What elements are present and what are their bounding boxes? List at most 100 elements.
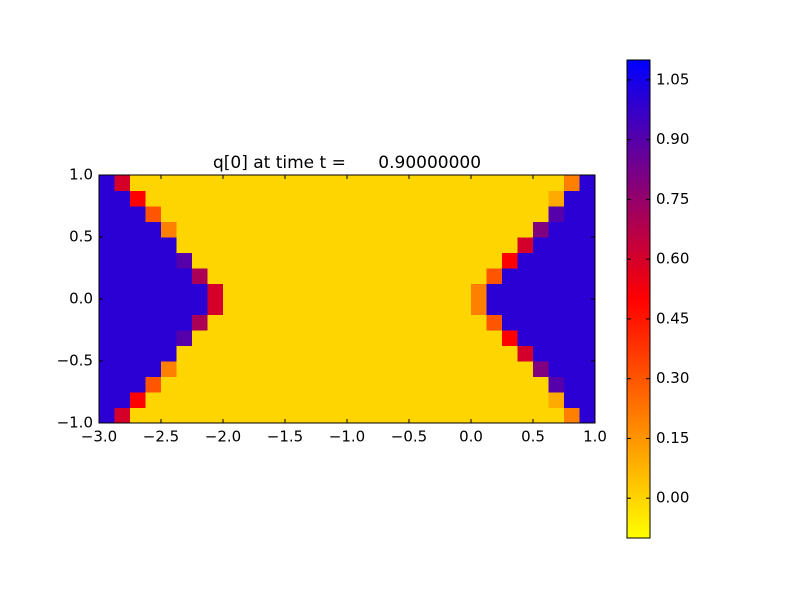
heatmap-cell bbox=[533, 268, 549, 284]
heatmap-cell bbox=[254, 361, 270, 377]
heatmap-cell bbox=[409, 392, 425, 408]
heatmap-cell bbox=[269, 190, 286, 207]
heatmap-cell bbox=[130, 190, 146, 207]
heatmap-cell bbox=[347, 283, 363, 300]
heatmap-cell bbox=[145, 299, 162, 315]
heatmap-cell bbox=[347, 175, 363, 191]
heatmap-cell bbox=[378, 206, 394, 222]
heatmap-cell bbox=[362, 221, 379, 238]
heatmap-cell bbox=[533, 206, 549, 222]
heatmap-cell bbox=[347, 206, 363, 222]
heatmap-cell bbox=[300, 376, 317, 393]
heatmap-cell bbox=[502, 392, 518, 408]
heatmap-cell bbox=[502, 175, 518, 191]
heatmap-cell bbox=[316, 268, 332, 284]
heatmap-cell bbox=[223, 237, 239, 253]
heatmap-cell bbox=[347, 221, 363, 238]
heatmap-cell bbox=[285, 206, 301, 222]
heatmap-cell bbox=[455, 361, 472, 377]
heatmap-cell bbox=[393, 283, 410, 300]
heatmap-cell bbox=[424, 314, 441, 331]
heatmap-cell bbox=[424, 268, 441, 284]
heatmap-cell bbox=[114, 206, 131, 222]
heatmap-cell bbox=[192, 376, 208, 393]
heatmap-cell bbox=[579, 190, 596, 207]
heatmap-cell bbox=[347, 237, 363, 253]
heatmap-cell bbox=[176, 345, 193, 362]
heatmap-cell bbox=[161, 376, 177, 393]
heatmap-cell bbox=[130, 283, 146, 300]
x-tick-label: 0.5 bbox=[521, 428, 545, 446]
heatmap-cell bbox=[238, 330, 255, 346]
heatmap-cell bbox=[455, 345, 472, 362]
heatmap-cell bbox=[223, 345, 239, 362]
heatmap-cell bbox=[300, 299, 317, 315]
heatmap-cell bbox=[300, 407, 317, 424]
heatmap-cell bbox=[378, 392, 394, 408]
heatmap-cell bbox=[533, 237, 549, 253]
heatmap-cell bbox=[285, 283, 301, 300]
heatmap-cell bbox=[564, 175, 580, 191]
heatmap-cell bbox=[455, 221, 472, 238]
heatmap-cell bbox=[223, 361, 239, 377]
heatmap-cell bbox=[331, 221, 348, 238]
heatmap-cell bbox=[393, 314, 410, 331]
heatmap-cell bbox=[471, 268, 487, 284]
heatmap-cell bbox=[424, 407, 441, 424]
heatmap-cell bbox=[130, 268, 146, 284]
heatmap-cell bbox=[145, 392, 162, 408]
heatmap-cell bbox=[424, 392, 441, 408]
heatmap-cell bbox=[207, 252, 224, 269]
heatmap-cell bbox=[331, 299, 348, 315]
heatmap-cell bbox=[564, 268, 580, 284]
heatmap-cell bbox=[176, 314, 193, 331]
heatmap-cell bbox=[145, 330, 162, 346]
heatmap-cell bbox=[161, 237, 177, 253]
heatmap-cell bbox=[362, 392, 379, 408]
heatmap-cell bbox=[533, 345, 549, 362]
colorbar-tick-label: 0.15 bbox=[656, 429, 689, 447]
heatmap-cell bbox=[192, 221, 208, 238]
heatmap-cell bbox=[378, 190, 394, 207]
heatmap-cell bbox=[409, 221, 425, 238]
heatmap-cell bbox=[254, 221, 270, 238]
heatmap-cell bbox=[455, 190, 472, 207]
heatmap-cell bbox=[285, 175, 301, 191]
heatmap-cell bbox=[300, 392, 317, 408]
heatmap-cell bbox=[579, 314, 596, 331]
heatmap-cell bbox=[455, 376, 472, 393]
heatmap-cell bbox=[455, 252, 472, 269]
heatmap-cell bbox=[145, 268, 162, 284]
heatmap-cell bbox=[130, 376, 146, 393]
heatmap-cell bbox=[176, 392, 193, 408]
heatmap-cell bbox=[533, 190, 549, 207]
heatmap-cell bbox=[502, 376, 518, 393]
heatmap-cell bbox=[579, 299, 596, 315]
heatmap-cell bbox=[564, 407, 580, 424]
heatmap-cell bbox=[471, 392, 487, 408]
heatmap-cell bbox=[502, 268, 518, 284]
heatmap-cell bbox=[269, 221, 286, 238]
heatmap-cell bbox=[517, 268, 534, 284]
heatmap-cell bbox=[455, 314, 472, 331]
heatmap-cell bbox=[486, 221, 503, 238]
heatmap-cell bbox=[502, 252, 518, 269]
heatmap-cell bbox=[502, 345, 518, 362]
heatmap-cell bbox=[269, 345, 286, 362]
heatmap-cell bbox=[440, 221, 456, 238]
heatmap-cell bbox=[471, 206, 487, 222]
heatmap-cell bbox=[285, 376, 301, 393]
heatmap-cell bbox=[471, 376, 487, 393]
heatmap-cell bbox=[347, 252, 363, 269]
heatmap-cell bbox=[223, 376, 239, 393]
heatmap-cell bbox=[114, 392, 131, 408]
heatmap bbox=[99, 175, 596, 424]
heatmap-cell bbox=[331, 190, 348, 207]
heatmap-cell bbox=[254, 392, 270, 408]
heatmap-cell bbox=[269, 330, 286, 346]
colorbar-tick-label: 0.45 bbox=[656, 309, 689, 327]
heatmap-cell bbox=[316, 190, 332, 207]
heatmap-cell bbox=[440, 283, 456, 300]
colorbar-tick-label: 0.00 bbox=[656, 489, 689, 507]
heatmap-cell bbox=[99, 376, 115, 393]
